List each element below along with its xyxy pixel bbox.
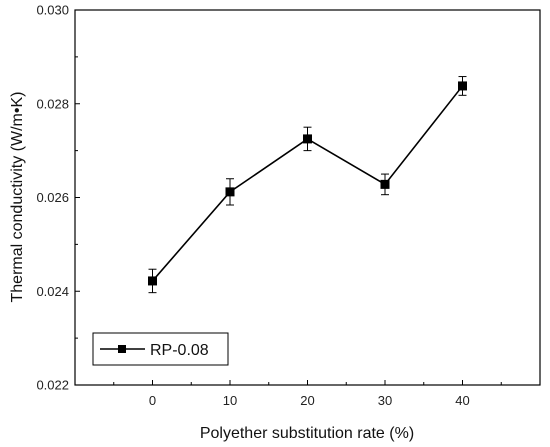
data-point-marker (458, 81, 467, 91)
data-point-marker (380, 179, 390, 189)
x-tick-label: 0 (149, 393, 156, 408)
legend-label-rp-0-08: RP-0.08 (150, 342, 209, 359)
x-tick-label: 40 (455, 393, 469, 408)
y-tick-label: 0.024 (36, 284, 69, 299)
series-rp-0-08 (148, 76, 467, 294)
x-tick-label: 10 (223, 393, 237, 408)
data-point-marker (303, 134, 312, 144)
y-tick-label: 0.022 (36, 378, 69, 393)
data-point-marker (148, 276, 157, 286)
y-axis-ticks (75, 9, 80, 386)
x-axis-title: Polyether substitution rate (%) (200, 425, 414, 442)
y-axis-tick-labels: 0.022 0.024 0.026 0.028 0.030 (36, 3, 69, 393)
y-axis-title: Thermal conductivity (W/m•K) (9, 92, 26, 303)
legend: RP-0.08 (92, 332, 229, 366)
plot-frame (74, 9, 541, 386)
x-axis-ticks (113, 380, 502, 385)
data-point-marker (225, 187, 235, 197)
series-line (151, 85, 464, 282)
y-tick-label: 0.026 (36, 190, 69, 205)
legend-marker-square (118, 345, 126, 353)
y-tick-label: 0.028 (36, 96, 69, 111)
x-tick-label: 30 (378, 393, 392, 408)
x-tick-label: 20 (300, 393, 314, 408)
y-tick-label: 0.030 (36, 3, 69, 18)
x-axis-tick-labels: 0 10 20 30 40 (149, 393, 470, 408)
